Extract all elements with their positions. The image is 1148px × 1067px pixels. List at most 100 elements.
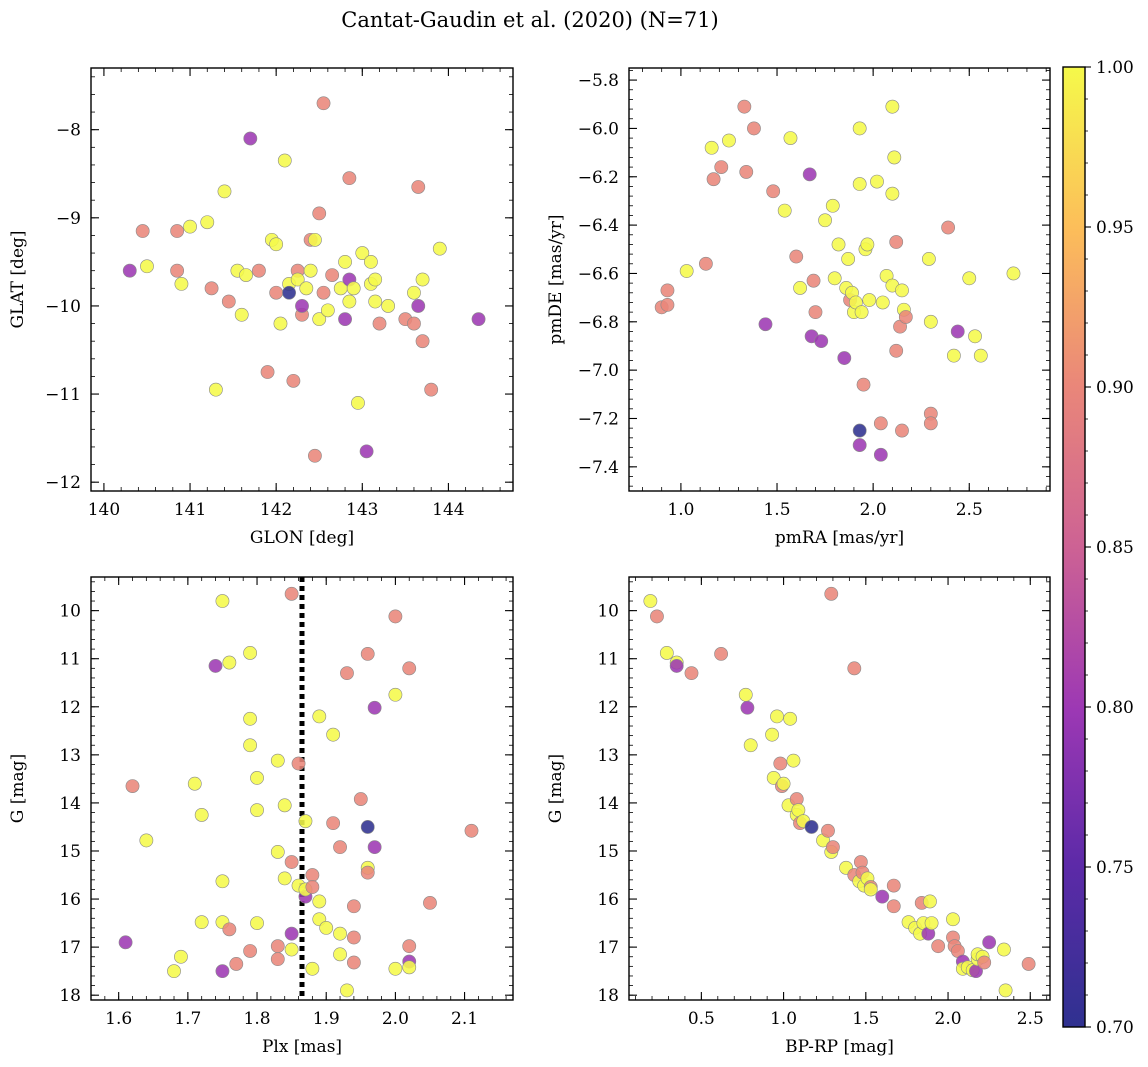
scatter-point <box>299 281 314 296</box>
x-axis-label: pmRA [mas/yr] <box>775 528 904 548</box>
x-tick-label: 141 <box>174 500 206 520</box>
scatter-point <box>722 133 736 148</box>
y-tick-label: −10 <box>45 297 81 317</box>
scatter-point <box>353 792 368 806</box>
colorbar-tick-label: 1.00 <box>1096 58 1134 78</box>
y-tick-label: −8 <box>56 121 81 141</box>
scatter-point <box>250 803 264 818</box>
scatter-point <box>170 263 185 278</box>
y-tick-label: −9 <box>56 209 81 229</box>
x-tick-label: 2.1 <box>451 1009 478 1029</box>
scatter-point <box>346 899 361 914</box>
y-tick-label: 12 <box>59 698 81 718</box>
scatter-point <box>862 293 877 307</box>
y-tick-label: −12 <box>45 473 81 493</box>
y-axis-label: GLAT [deg] <box>8 230 28 328</box>
scatter-point <box>432 241 447 256</box>
y-tick-label: 16 <box>59 890 81 910</box>
scatter-point <box>684 666 699 681</box>
scatter-point <box>706 172 721 187</box>
scatter-point <box>826 840 840 855</box>
y-tick-label: −6.2 <box>578 168 619 188</box>
scatter-point <box>946 912 960 927</box>
scatter-point <box>847 661 862 676</box>
scatter-point <box>221 294 236 309</box>
scatter-point <box>372 316 387 331</box>
scatter-point <box>854 305 869 320</box>
x-tick-label: 2.0 <box>935 1009 962 1029</box>
scatter-point <box>931 939 946 954</box>
scatter-point <box>924 916 939 930</box>
scatter-point <box>308 232 322 247</box>
scatter-point <box>320 303 335 318</box>
scatter-point <box>886 878 901 893</box>
axes-frame <box>90 67 514 492</box>
scatter-point <box>982 935 997 950</box>
colorbar-tick-label: 0.75 <box>1096 858 1134 878</box>
scatter-point <box>125 779 140 793</box>
scatter-point <box>270 952 285 967</box>
scatter-point <box>312 709 327 724</box>
scatter-point <box>923 416 938 431</box>
scatter-point <box>183 219 197 234</box>
scatter-point <box>852 438 867 452</box>
x-axis-label: Plx [mas] <box>262 1037 342 1057</box>
scatter-point <box>643 594 658 608</box>
scatter-point <box>243 944 258 958</box>
scatter-point <box>977 955 992 970</box>
scatter-point <box>381 299 396 313</box>
scatter-point <box>837 351 852 365</box>
scatter-point <box>669 659 684 673</box>
panel-bprp-g: 0.5 1.0 1.5 2.0 2.5 10 11 12 13 14 15 16 17 18 BP-RP [… <box>546 576 1051 1057</box>
scatter-point <box>270 845 285 859</box>
colorbar-tick-label: 0.95 <box>1096 218 1134 238</box>
scatter-point <box>889 343 904 358</box>
scatter-point <box>411 299 426 313</box>
scatter-point <box>284 942 299 957</box>
scatter-point <box>167 964 181 979</box>
scatter-point <box>284 926 299 941</box>
scatter-point <box>789 249 804 264</box>
axes-frame <box>628 67 1051 492</box>
scatter-point <box>243 131 258 146</box>
x-tick-label: 1.0 <box>770 1009 797 1029</box>
scatter-point <box>360 865 375 880</box>
scatter-point <box>895 423 909 438</box>
scatter-point <box>135 224 150 238</box>
y-tick-label: 17 <box>597 938 619 958</box>
scatter-point <box>660 297 675 312</box>
scatter-point <box>873 416 888 431</box>
y-tick-label: 13 <box>597 746 619 766</box>
scatter-point <box>229 957 244 971</box>
scatter-point <box>863 882 878 897</box>
scatter-point <box>312 206 327 221</box>
scatter-point <box>777 203 792 218</box>
scatter-point <box>886 899 901 914</box>
scatter-point <box>140 259 154 274</box>
panel-pmra-pmde: 1.0 1.5 2.0 2.5 −7.4 −7.2 −7.0 −6.8 −6.6 −6.4 −6.2… <box>546 67 1051 548</box>
scatter-point <box>698 256 713 271</box>
y-tick-label: −11 <box>45 385 81 405</box>
x-tick-label: 1.5 <box>763 500 790 520</box>
scatter-point <box>407 316 421 331</box>
scatter-point <box>885 186 900 201</box>
y-tick-label: 15 <box>59 842 81 862</box>
scatter-point <box>351 395 365 410</box>
scatter-point <box>402 960 417 975</box>
y-tick-label: 13 <box>59 746 81 766</box>
scatter-point <box>806 273 821 288</box>
scatter-point <box>208 659 223 673</box>
scatter-point <box>783 711 798 726</box>
scatter-point <box>738 687 753 702</box>
scatter-point <box>316 96 331 111</box>
scatter-point <box>875 889 890 904</box>
scatter-point <box>852 177 867 191</box>
scatter-point <box>856 377 871 392</box>
y-tick-label: 14 <box>597 794 619 814</box>
y-axis-label: G [mag] <box>8 754 28 823</box>
scatter-point <box>204 281 219 296</box>
y-tick-label: −6.0 <box>578 119 619 139</box>
scatter-point <box>333 926 347 941</box>
x-axis-label: BP-RP [mag] <box>785 1037 894 1057</box>
